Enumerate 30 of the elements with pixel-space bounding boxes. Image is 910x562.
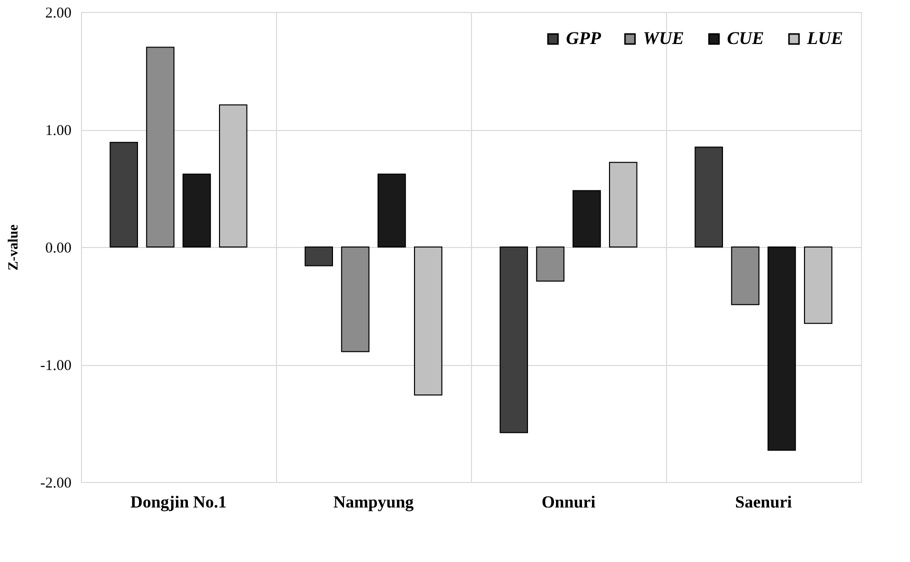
bar	[110, 142, 138, 248]
y-tick-label: 2.00	[45, 6, 72, 22]
x-tick-label: Nampyung	[333, 492, 414, 512]
bar	[731, 246, 760, 306]
x-tick-label: Dongjin No.1	[130, 492, 227, 512]
y-tick-label: 1.00	[45, 123, 72, 139]
bar	[146, 46, 174, 248]
bar	[378, 174, 406, 248]
legend-label: LUE	[806, 28, 843, 48]
bar	[304, 246, 333, 266]
bar	[804, 246, 832, 324]
bar	[572, 190, 601, 248]
legend-label: WUE	[643, 28, 684, 48]
y-tick-label: 0.00	[45, 240, 72, 256]
x-tick-label: Saenuri	[735, 492, 792, 512]
bar	[341, 246, 370, 352]
bar	[182, 174, 211, 248]
legend-label: CUE	[727, 28, 764, 48]
bar	[500, 246, 528, 434]
bar	[219, 104, 248, 248]
x-tick-label: Onnuri	[542, 492, 596, 512]
bar	[768, 246, 796, 451]
bar	[694, 146, 723, 248]
bar	[414, 246, 442, 396]
y-axis-title: Z-value	[6, 224, 22, 270]
bar	[536, 246, 564, 282]
bar	[609, 162, 638, 248]
legend-label: GPP	[566, 28, 602, 48]
y-tick-label: -2.00	[40, 476, 72, 492]
y-tick-label: -1.00	[40, 358, 72, 374]
